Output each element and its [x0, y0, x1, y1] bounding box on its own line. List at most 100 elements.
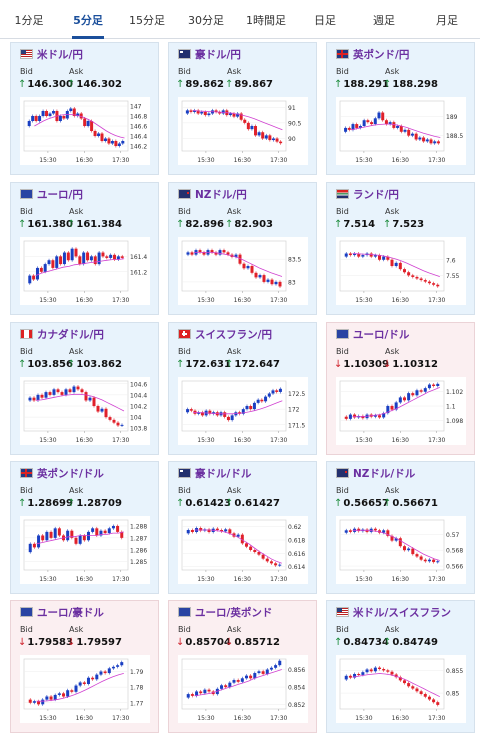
rate-card[interactable]: NZドル/円 Bid Ask ↑82.896 ↑82.903 83.5 83 15:… — [168, 182, 317, 315]
rate-card[interactable]: ユーロ/ドル Bid Ask ↓1.10309 ↓1.10312 1.102 1.… — [326, 322, 475, 455]
card-title[interactable]: 英ポンド/ドル — [20, 466, 104, 480]
card-title[interactable]: NZドル/ドル — [336, 466, 415, 480]
candle-body — [40, 394, 44, 398]
tab-5[interactable]: 日足 — [314, 14, 336, 27]
ask-number: 0.84749 — [392, 637, 438, 648]
candle-body — [257, 552, 261, 555]
candle-body — [419, 278, 423, 281]
card-title[interactable]: 米ドル/円 — [20, 47, 83, 61]
bid-label: Bid — [336, 67, 349, 76]
card-title[interactable]: 豪ドル/円 — [178, 47, 241, 61]
candle-body — [105, 256, 109, 258]
ask-number: 172.647 — [234, 359, 280, 370]
candlestick-chart[interactable]: 7.6 7.55 15:30 16:30 17:30 — [336, 237, 466, 305]
card-title[interactable]: ユーロ/英ポンド — [178, 605, 272, 619]
trend-arrow-icon: ↑ — [67, 79, 76, 90]
rate-card[interactable]: 米ドル/スイスフラン Bid Ask ↑0.84734 ↑0.84749 0.8… — [326, 600, 475, 733]
tab-2[interactable]: 15分足 — [129, 14, 165, 27]
ca-flag-icon — [20, 329, 33, 339]
candle-body — [361, 255, 365, 257]
card-title[interactable]: スイスフラン/円 — [178, 327, 272, 341]
candle-body — [109, 254, 113, 258]
candle-body — [242, 263, 246, 269]
tab-3[interactable]: 30分足 — [188, 14, 224, 27]
candlestick-chart[interactable]: 83.5 83 15:30 16:30 17:30 — [178, 237, 308, 305]
rate-card[interactable]: カナダドル/円 Bid Ask ↑103.856 ↑103.862 104.6 1… — [10, 322, 159, 455]
tab-1[interactable]: 5分足 — [58, 0, 118, 39]
au-flag-icon — [178, 49, 191, 59]
card-title[interactable]: NZドル/円 — [178, 187, 247, 201]
rate-card[interactable]: スイスフラン/円 Bid Ask ↑172.631 ↑172.647 172.5… — [168, 322, 317, 455]
candlestick-chart[interactable]: 1.102 1.1 1.098 15:30 16:30 17:30 — [336, 377, 466, 445]
card-title[interactable]: 豪ドル/ドル — [178, 466, 251, 480]
candle-body — [378, 255, 382, 260]
trend-arrow-icon: ↑ — [67, 219, 76, 230]
card-title[interactable]: 英ポンド/円 — [336, 47, 409, 61]
moving-average-line — [34, 114, 125, 139]
rate-card[interactable]: ランド/円 Bid Ask ↑7.514 ↑7.523 7.6 7.55 15:30… — [326, 182, 475, 315]
pair-name: 米ドル/円 — [37, 48, 83, 61]
rate-card[interactable]: 英ポンド/円 Bid Ask ↑188.291 ↑188.298 189 188.… — [326, 42, 475, 175]
rate-card[interactable]: 豪ドル/円 Bid Ask ↑89.862 ↑89.867 91 90.5 90 15… — [168, 42, 317, 175]
candlestick-chart[interactable]: 0.57 0.568 0.566 15:30 16:30 17:30 — [336, 516, 466, 584]
candle-body — [222, 250, 226, 253]
candle-body — [382, 256, 386, 260]
candle-body — [394, 674, 398, 678]
candlestick-chart[interactable]: 0.62 0.618 0.616 0.614 15:30 16:30 17:30 — [178, 516, 308, 584]
candle-body — [113, 254, 117, 260]
card-title[interactable]: ユーロ/ドル — [336, 327, 409, 341]
candle-body — [267, 393, 271, 397]
rate-card[interactable]: ユーロ/円 Bid Ask ↑161.380 ↑161.384 161.4 161… — [10, 182, 159, 315]
candlestick-chart[interactable]: 0.855 0.85 15:30 16:30 17:30 — [336, 655, 466, 723]
candle-body — [200, 412, 204, 416]
tab-7[interactable]: 月足 — [436, 14, 458, 27]
candlestick-chart[interactable]: 1.288 1.287 1.286 1.285 15:30 16:30 17:30 — [20, 516, 150, 584]
card-title[interactable]: ユーロ/円 — [20, 187, 83, 201]
trend-arrow-icon: ↑ — [18, 79, 27, 90]
bid-label: Bid — [20, 207, 33, 216]
candlestick-chart[interactable]: 0.856 0.854 0.852 15:30 16:30 17:30 — [178, 655, 308, 723]
card-title[interactable]: カナダドル/円 — [20, 327, 104, 341]
eu-flag-icon — [20, 607, 33, 617]
tab-0[interactable]: 1分足 — [14, 14, 44, 27]
eu-flag-icon — [178, 607, 191, 617]
card-title[interactable]: ユーロ/豪ドル — [20, 605, 104, 619]
candlestick-chart[interactable]: 147 146.8 146.6 146.4 146.2 15:30 16:30 17:30 — [20, 97, 150, 165]
candlestick-chart[interactable]: 1.79 1.78 1.77 15:30 16:30 17:30 — [20, 655, 150, 723]
rate-card[interactable]: 豪ドル/ドル Bid Ask ↑0.61423 ↑0.61427 0.62 0.6… — [168, 461, 317, 594]
candlestick-chart[interactable]: 104.6 104.4 104.2 104 103.8 15:30 16:30 17:30 — [20, 377, 150, 445]
candle-body — [79, 113, 83, 119]
rate-card[interactable]: 英ポンド/ドル Bid Ask ↑1.28699 ↑1.28709 1.288 1… — [10, 461, 159, 594]
rate-card[interactable]: ユーロ/英ポンド Bid Ask ↓0.85704 ↓0.85712 0.856… — [168, 600, 317, 733]
candle-body — [436, 141, 440, 144]
candle-body — [355, 124, 359, 128]
tab-6[interactable]: 週足 — [373, 14, 395, 27]
ask-label: Ask — [69, 486, 84, 495]
candle-body — [378, 667, 382, 669]
candlestick-chart[interactable]: 172.5 172 171.5 15:30 16:30 17:30 — [178, 377, 308, 445]
bid-label: Bid — [20, 625, 33, 634]
bid-label: Bid — [336, 347, 349, 356]
rate-card[interactable]: ユーロ/豪ドル Bid Ask ↓1.79583 ↓1.79597 1.79 1.… — [10, 600, 159, 733]
candle-body — [249, 406, 253, 410]
candle-body — [246, 266, 250, 269]
ask-value: ↑161.384 — [67, 219, 122, 230]
ask-label: Ask — [227, 486, 242, 495]
card-title[interactable]: 米ドル/スイスフラン — [336, 605, 451, 619]
ask-value: ↑0.61427 — [225, 498, 280, 509]
candlestick-chart[interactable]: 161.4 161.2 15:30 16:30 17:30 — [20, 237, 150, 305]
rate-card[interactable]: 米ドル/円 Bid Ask ↑146.300 ↑146.302 147 146.8… — [10, 42, 159, 175]
ask-label: Ask — [385, 207, 400, 216]
candle-body — [415, 390, 419, 396]
candle-body — [278, 388, 282, 392]
candle-body — [74, 537, 78, 544]
candlestick-chart[interactable]: 189 188.5 15:30 16:30 17:30 — [336, 97, 466, 165]
candle-body — [86, 252, 90, 261]
card-title[interactable]: ランド/円 — [336, 187, 399, 201]
candlestick-chart[interactable]: 91 90.5 90 15:30 16:30 17:30 — [178, 97, 308, 165]
candle-body — [270, 279, 274, 285]
tab-4[interactable]: 1時間足 — [246, 14, 286, 27]
rate-card[interactable]: NZドル/ドル Bid Ask ↑0.56657 ↑0.56671 0.57 0.… — [326, 461, 475, 594]
trend-arrow-icon: ↓ — [225, 637, 234, 648]
candle-body — [436, 702, 440, 705]
